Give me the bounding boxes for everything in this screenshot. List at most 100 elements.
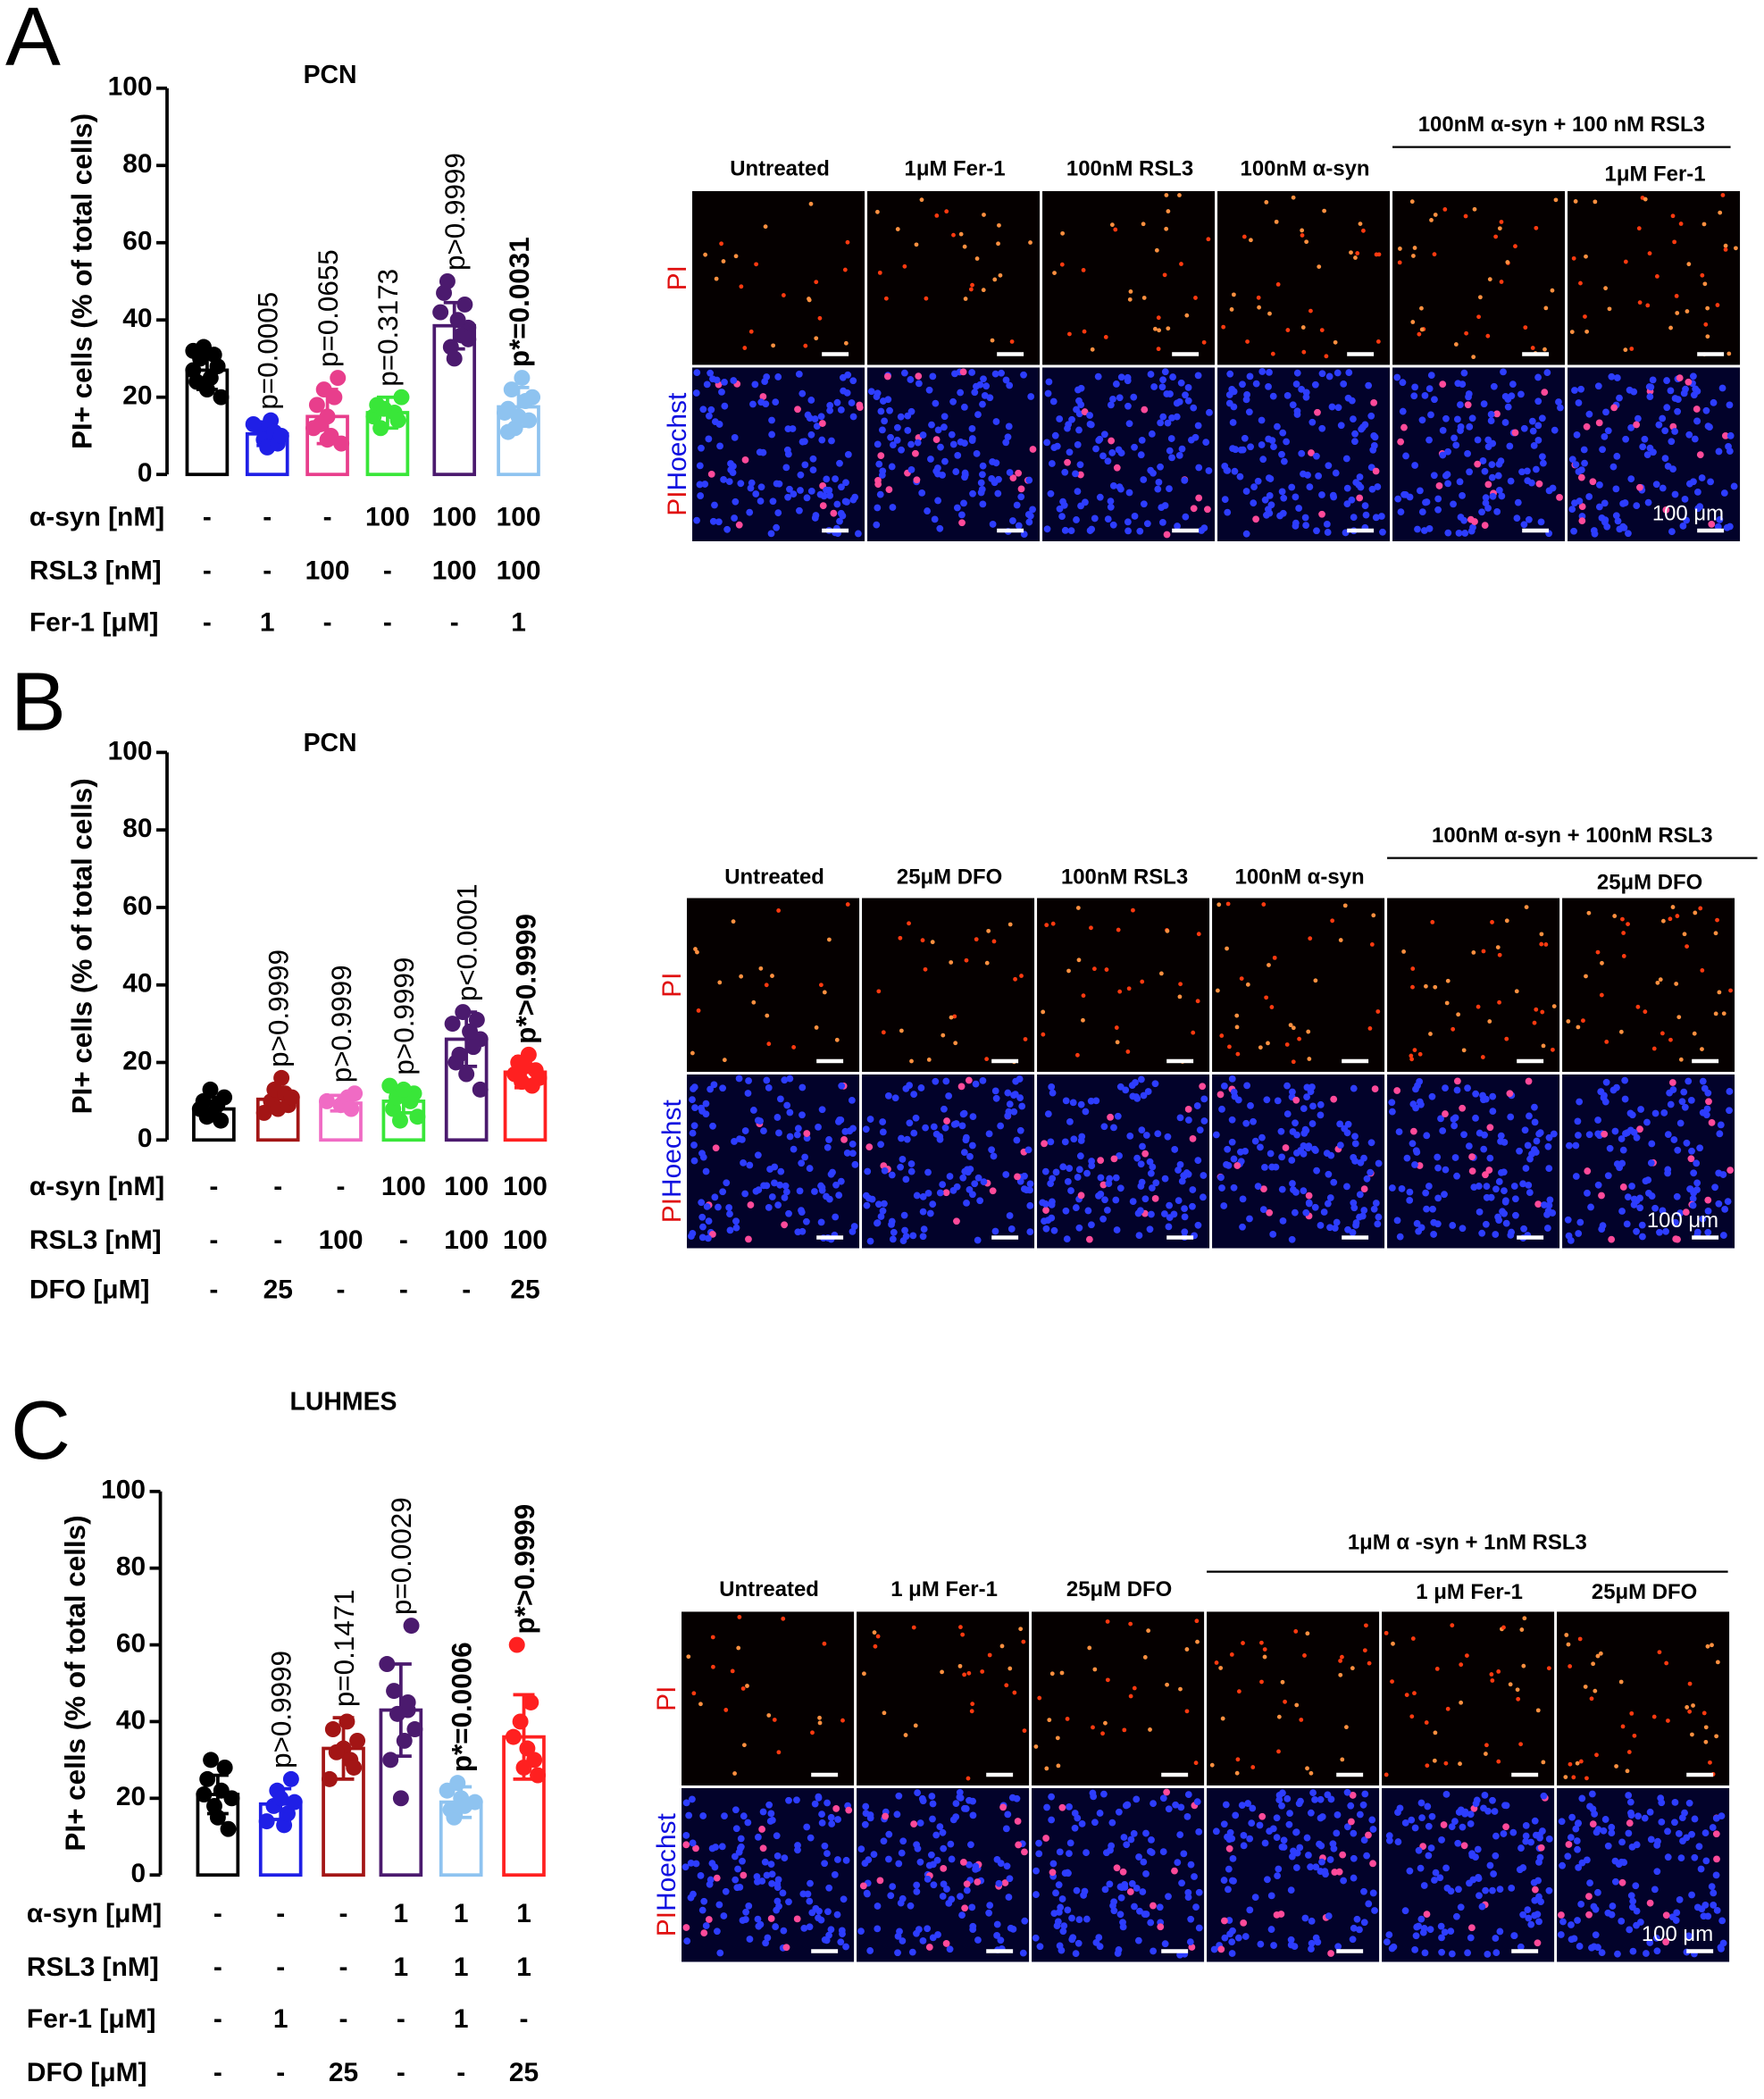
cell [1575, 1864, 1583, 1871]
cell [1595, 949, 1601, 955]
cell [1544, 1142, 1552, 1150]
cell [1455, 1886, 1462, 1894]
cell [1432, 1758, 1437, 1763]
cell [895, 1792, 903, 1800]
cell [1425, 1822, 1433, 1830]
cell [1283, 438, 1290, 446]
cell [1608, 1823, 1616, 1831]
cell [1161, 1175, 1169, 1183]
cell [964, 1166, 971, 1174]
cell [899, 1237, 907, 1244]
cell [1409, 1140, 1417, 1148]
cell [960, 403, 968, 411]
y-tick-label: 60 [122, 227, 152, 256]
cell [1010, 1108, 1018, 1116]
cell [1468, 1153, 1476, 1160]
cell [798, 1111, 806, 1119]
cell [1257, 1940, 1265, 1948]
cell [1626, 386, 1634, 394]
cell [1710, 1643, 1714, 1648]
cell [806, 1923, 814, 1931]
condition-label: α-syn [nM] [29, 502, 164, 531]
cell [1695, 1843, 1703, 1851]
cell [1169, 373, 1176, 380]
cell [1107, 503, 1115, 511]
cell [1573, 199, 1578, 204]
cell [1188, 436, 1195, 444]
cell [1700, 967, 1705, 973]
cell [1117, 373, 1125, 381]
cell [1220, 1820, 1228, 1828]
cell [1131, 907, 1135, 913]
cell [1025, 476, 1033, 484]
cell [1668, 438, 1676, 446]
cell [1726, 1167, 1735, 1174]
cell [1569, 330, 1575, 334]
cell [1411, 254, 1416, 258]
cell [757, 398, 765, 406]
cell [1077, 1100, 1085, 1108]
cell [1726, 1107, 1733, 1115]
cell [1266, 368, 1273, 376]
cell [742, 1743, 747, 1748]
cell [1006, 1875, 1014, 1883]
cell [1297, 1036, 1301, 1041]
cell [1511, 1195, 1519, 1203]
cell [1107, 1113, 1114, 1121]
cell [1050, 444, 1058, 451]
cell [1178, 1177, 1186, 1185]
cell [1663, 404, 1671, 412]
y-tick-label: 40 [122, 969, 152, 999]
cell [1204, 506, 1211, 514]
cell [1568, 456, 1576, 464]
cell [758, 1826, 766, 1833]
data-point [203, 1752, 220, 1769]
column-label: 25μM DFO [1066, 1577, 1172, 1601]
cell [1659, 414, 1667, 422]
condition-label: RSL3 [nM] [29, 556, 162, 585]
cell [1563, 1775, 1568, 1780]
cell [1139, 1142, 1146, 1150]
cell [1330, 918, 1335, 924]
cell [836, 1116, 843, 1124]
cell [1634, 1812, 1642, 1820]
cell [848, 399, 856, 406]
cell [1539, 941, 1544, 947]
cell [1065, 1717, 1070, 1721]
cell [1291, 1025, 1296, 1031]
cell [1685, 431, 1693, 439]
cell [696, 1008, 701, 1013]
cell [976, 1197, 984, 1205]
condition-value: - [462, 1275, 471, 1304]
cell [1525, 1914, 1533, 1922]
condition-value: - [339, 1899, 348, 1928]
cell [1572, 1141, 1580, 1150]
cell [1336, 1120, 1344, 1128]
cell [1288, 1852, 1296, 1861]
cell [1107, 401, 1115, 409]
cell [1629, 1897, 1637, 1905]
cell [1644, 498, 1652, 506]
cell [1261, 496, 1269, 504]
cell [1475, 1874, 1482, 1881]
cell [1128, 289, 1133, 294]
cell [1135, 1232, 1143, 1239]
cell [907, 465, 915, 473]
cell [1126, 1132, 1134, 1140]
cell [735, 1075, 743, 1083]
data-point [315, 381, 332, 398]
cell [1298, 386, 1306, 393]
cell [942, 1940, 950, 1947]
cell [1015, 469, 1023, 477]
cell [1510, 1183, 1518, 1190]
cell [1453, 1086, 1461, 1094]
y-tick-label: 20 [116, 1782, 146, 1811]
cell [1277, 1127, 1285, 1135]
p-value: p>0.9999 [265, 1651, 297, 1769]
cell [1531, 1118, 1539, 1126]
cell [1112, 1174, 1120, 1182]
cell [731, 1852, 739, 1861]
cell [754, 262, 758, 267]
cell [722, 1058, 727, 1063]
cell [1191, 1873, 1198, 1880]
